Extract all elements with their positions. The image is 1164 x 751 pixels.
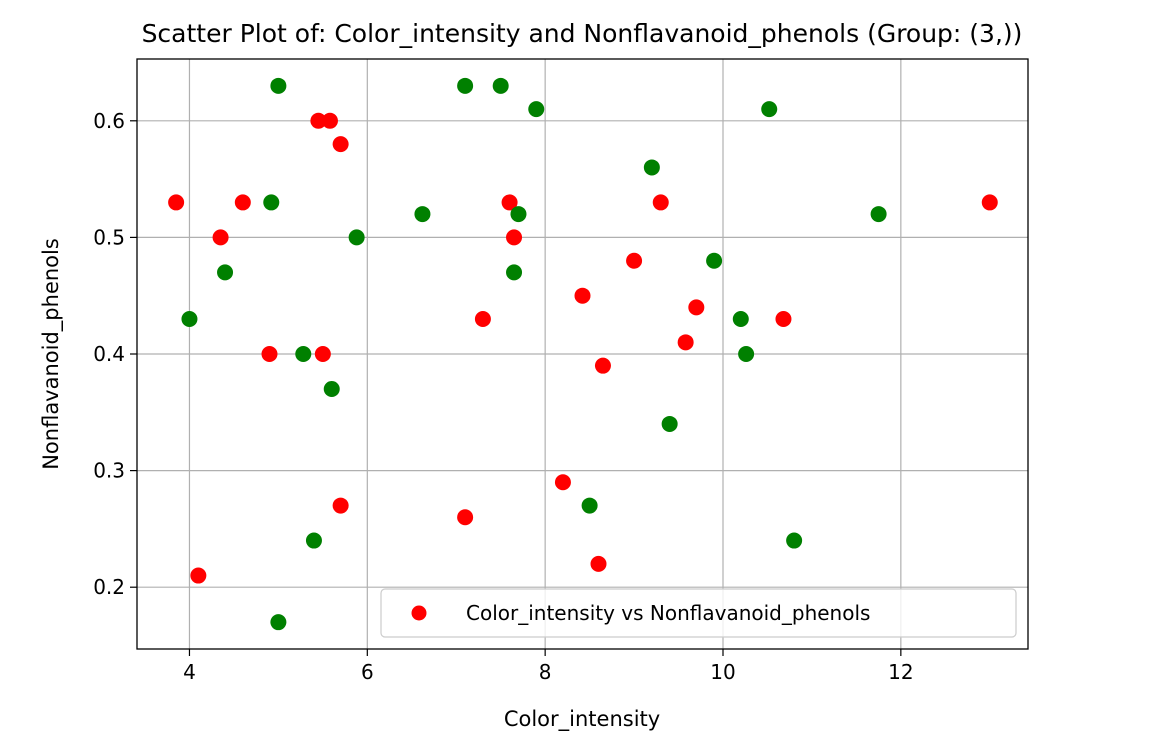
y-tick-label: 0.5 — [93, 225, 125, 249]
green-data-point — [270, 77, 287, 94]
x-tick-label: 6 — [361, 660, 374, 684]
green-data-point — [295, 346, 312, 362]
y-gridlines — [137, 120, 1028, 588]
green-data-point — [270, 614, 287, 631]
legend: Color_intensity vs Nonflavanoid_phenols — [380, 588, 1017, 638]
green-data-point — [661, 415, 678, 432]
green-data-point — [510, 206, 527, 223]
green-data-point — [457, 77, 474, 94]
green-data-point — [263, 194, 280, 211]
red-data-point — [261, 346, 278, 362]
x-tick-label: 12 — [888, 660, 913, 684]
legend-marker-red — [411, 605, 427, 621]
red-data-point — [652, 194, 669, 211]
green-data-point — [528, 101, 545, 118]
x-axis-label: Color_intensity — [504, 707, 660, 732]
red-data-point — [190, 567, 207, 584]
red-data-point — [332, 497, 349, 514]
red-data-point — [212, 229, 229, 246]
green-data-point — [181, 311, 198, 328]
red-data-point — [168, 194, 185, 211]
red-data-point — [234, 194, 251, 211]
y-tick-label: 0.4 — [93, 342, 125, 366]
data-points — [168, 77, 998, 631]
green-data-point — [870, 206, 887, 223]
green-data-point — [581, 497, 598, 514]
green-data-point — [492, 77, 509, 94]
green-data-point — [706, 252, 723, 269]
red-data-point — [677, 334, 694, 351]
red-data-point — [981, 194, 998, 211]
green-data-point — [217, 264, 234, 281]
y-tick-label: 0.3 — [93, 459, 125, 483]
green-data-point — [348, 229, 365, 246]
red-data-point — [554, 474, 571, 491]
green-data-point — [643, 159, 660, 176]
green-data-point — [761, 101, 778, 118]
y-axis-ticks: 0.2 0.3 0.4 0.5 0.6 — [93, 109, 137, 599]
green-data-point — [506, 264, 523, 281]
red-data-point — [332, 136, 349, 153]
red-data-point — [775, 311, 792, 328]
x-tick-label: 10 — [710, 660, 735, 684]
legend-box — [380, 588, 1017, 638]
green-data-point — [323, 380, 340, 397]
x-tick-label: 8 — [539, 660, 552, 684]
y-tick-label: 0.2 — [93, 575, 125, 599]
green-data-point — [732, 311, 749, 328]
red-data-point — [501, 194, 518, 211]
red-data-point — [506, 229, 523, 246]
red-data-point — [314, 346, 331, 362]
green-data-point — [738, 346, 755, 362]
red-data-point — [594, 357, 611, 374]
y-tick-label: 0.6 — [93, 109, 125, 133]
red-data-point — [590, 555, 607, 572]
green-data-point — [414, 206, 431, 223]
red-data-point — [574, 287, 591, 304]
plot-frame — [136, 58, 1029, 650]
red-data-point — [457, 509, 474, 526]
red-data-point — [688, 299, 705, 316]
red-data-point — [321, 112, 338, 129]
red-data-point — [310, 112, 327, 129]
green-data-point — [305, 532, 322, 549]
legend-label: Color_intensity vs Nonflavanoid_phenols — [466, 601, 870, 625]
red-data-point — [626, 252, 643, 269]
green-data-point — [786, 532, 803, 549]
y-axis-label: Nonflavanoid_phenols — [39, 238, 64, 470]
x-axis-ticks: 4 6 8 10 12 — [183, 649, 914, 684]
red-data-point — [474, 311, 491, 328]
x-tick-label: 4 — [183, 660, 196, 684]
chart-title: Scatter Plot of: Color_intensity and Non… — [142, 19, 1023, 48]
